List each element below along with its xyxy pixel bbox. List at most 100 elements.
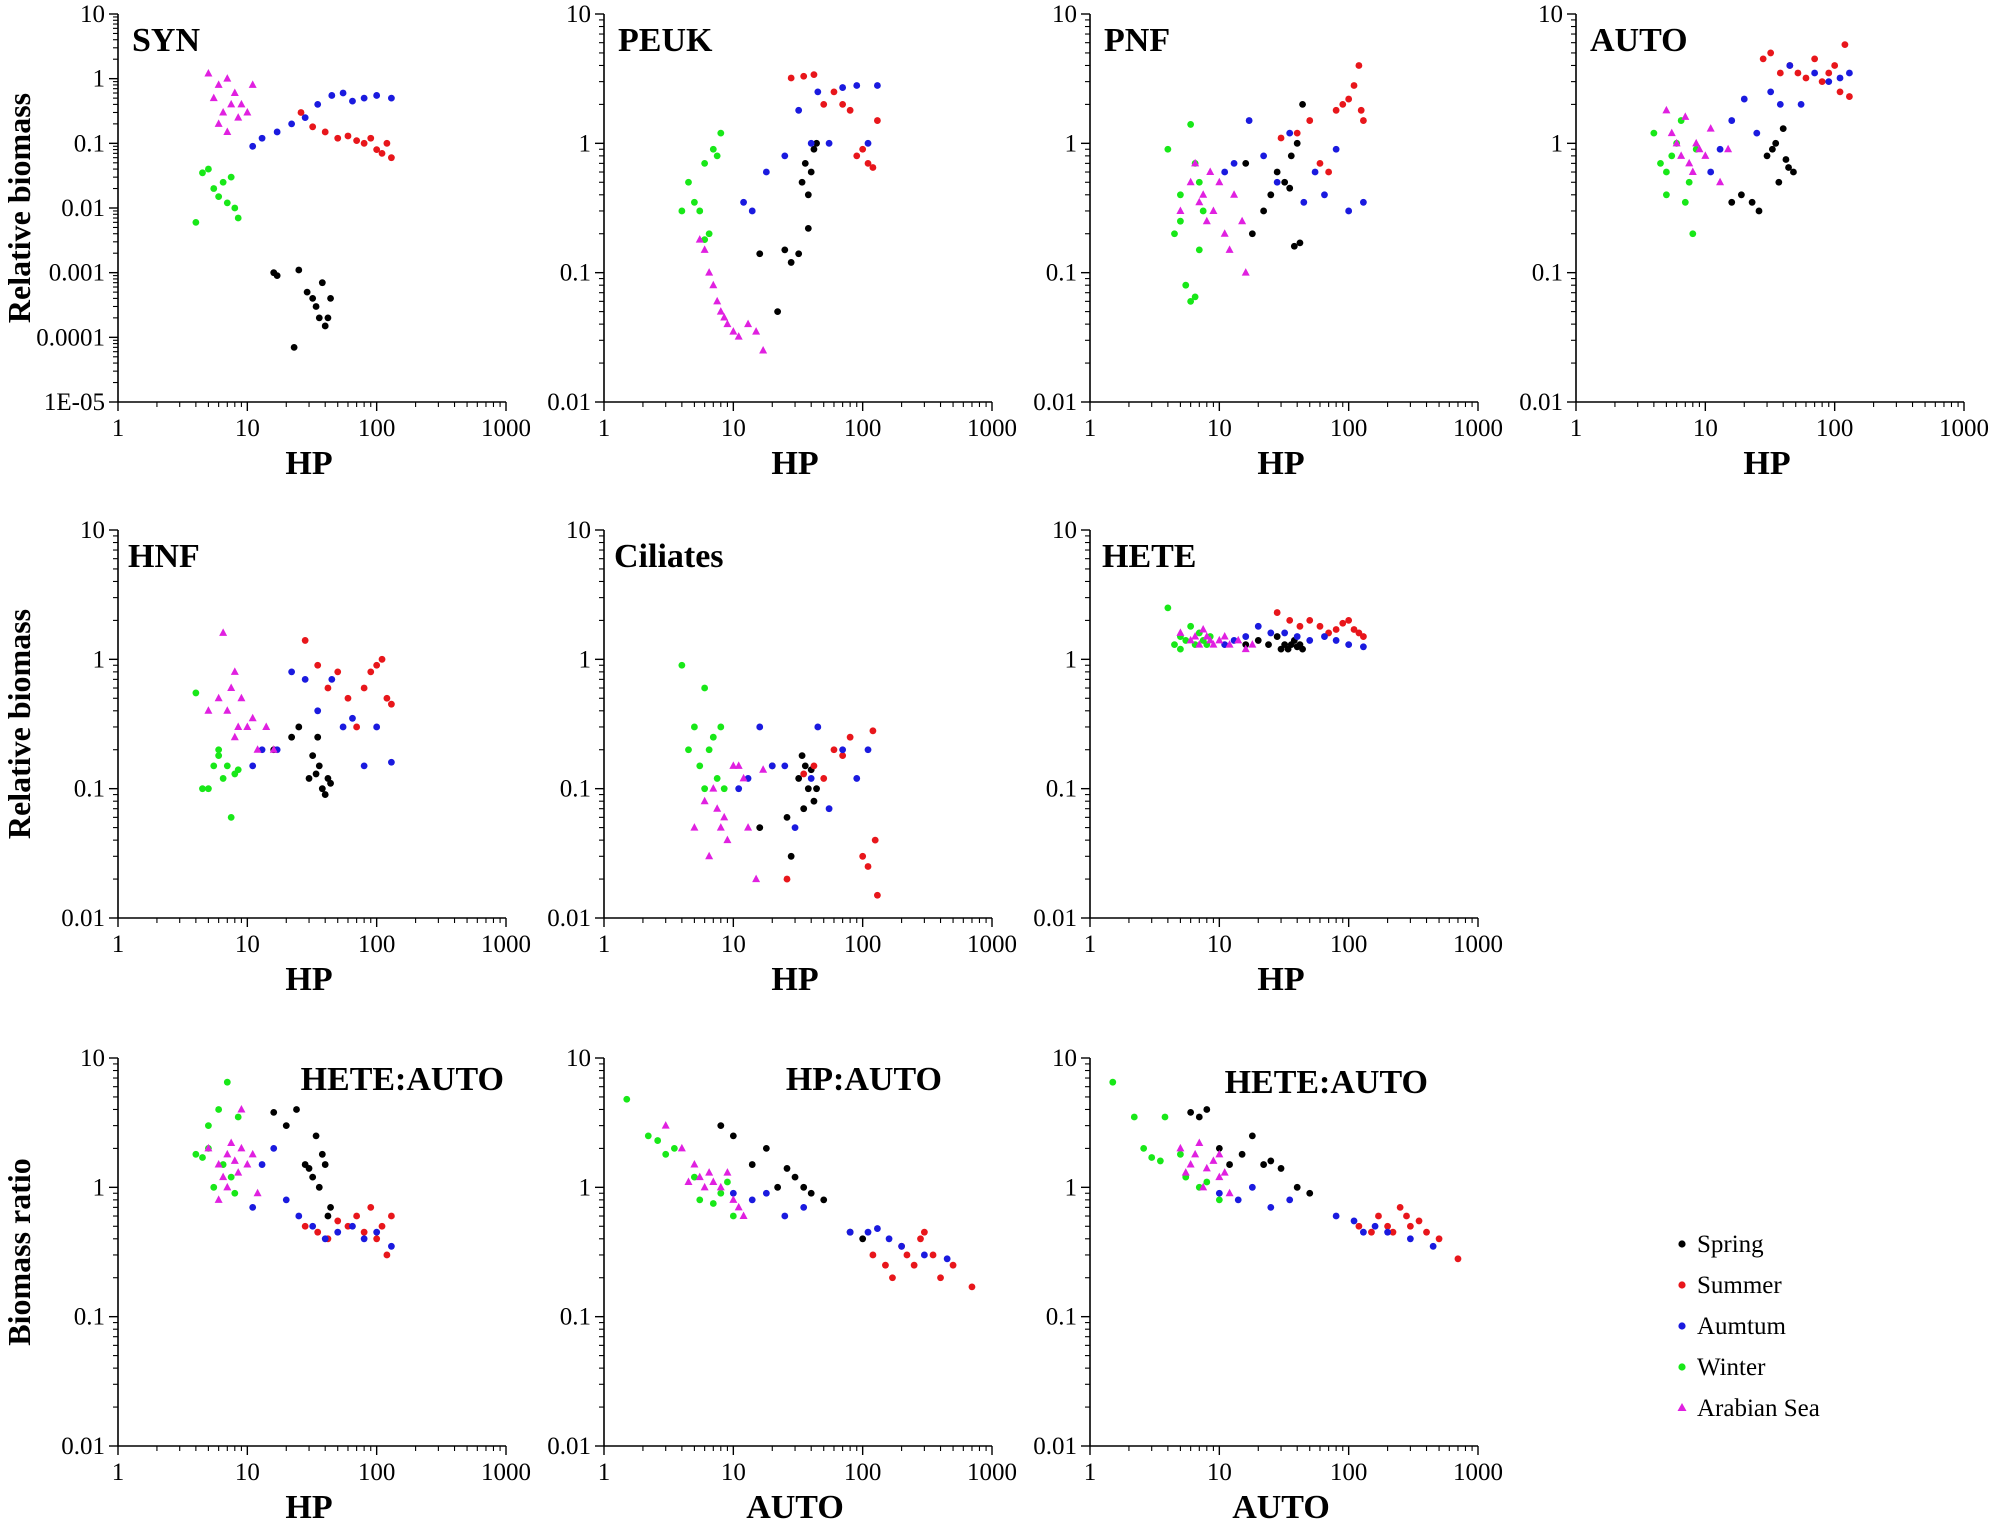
x-tick-label: 1	[112, 1459, 125, 1486]
data-point	[869, 727, 877, 735]
data-point	[1286, 617, 1294, 624]
data-point	[223, 1182, 232, 1191]
data-point	[705, 746, 713, 754]
data-point	[1688, 167, 1697, 176]
y-axis-label: Relative biomass	[1, 93, 37, 323]
data-point	[303, 288, 311, 296]
data-point	[1241, 644, 1250, 653]
data-point	[713, 775, 721, 782]
y-tick-label: 1	[93, 66, 106, 93]
data-point	[204, 1143, 213, 1152]
data-point	[234, 1113, 242, 1121]
data-point	[1225, 245, 1234, 253]
y-tick-label: 0.1	[1046, 1304, 1077, 1331]
data-point	[1825, 69, 1833, 77]
data-point	[219, 628, 228, 636]
panel-2-peuk: 1 10 100 1000 0.01 0.1 1 10 PEUK HP	[547, 1, 1017, 482]
data-point	[312, 1132, 320, 1140]
data-point	[237, 1143, 246, 1152]
data-point	[885, 1235, 893, 1243]
data-point	[853, 775, 861, 782]
data-point	[1203, 1178, 1211, 1186]
data-point	[859, 852, 867, 860]
data-point	[1202, 632, 1211, 640]
data-point	[917, 1235, 924, 1243]
series-spring	[756, 139, 820, 315]
x-axis-label: AUTO	[746, 1489, 844, 1521]
panel-title: HNF	[128, 538, 200, 575]
data-point	[795, 775, 803, 782]
data-point	[759, 765, 768, 773]
series-aumtum	[249, 1145, 395, 1250]
data-point	[748, 207, 756, 215]
y-axis-label: Biomass ratio	[1, 1158, 37, 1346]
data-point	[327, 1203, 334, 1211]
data-point	[695, 235, 704, 243]
data-point	[1220, 1168, 1229, 1176]
data-point	[1164, 604, 1172, 612]
series-summer	[1277, 62, 1367, 176]
y-tick-label: 0.0001	[36, 324, 105, 351]
data-point	[864, 159, 872, 167]
data-point	[1277, 1165, 1285, 1172]
data-point	[1360, 198, 1367, 206]
x-tick-label: 1000	[967, 1459, 1017, 1486]
data-point	[248, 80, 257, 88]
data-point	[717, 129, 725, 137]
data-point	[1776, 69, 1784, 77]
data-point	[1685, 158, 1694, 167]
data-point	[1321, 633, 1328, 640]
y-tick-label: 0.01	[1033, 905, 1077, 932]
legend-marker	[1678, 1281, 1686, 1289]
data-point	[349, 714, 356, 722]
data-point	[1345, 207, 1353, 215]
data-point	[1293, 139, 1301, 147]
series-aumtum	[1221, 117, 1367, 215]
data-point	[903, 1251, 911, 1259]
data-point	[192, 689, 200, 697]
series-arabian-sea	[1662, 105, 1733, 186]
data-point	[1350, 82, 1358, 89]
data-point	[791, 824, 799, 831]
data-point	[709, 784, 718, 792]
data-point	[709, 1177, 718, 1185]
data-point	[223, 199, 231, 207]
data-point	[249, 762, 257, 770]
y-tick-label: 0.1	[74, 776, 105, 803]
data-point	[1685, 178, 1693, 186]
x-axis-label: HP	[285, 961, 332, 998]
data-point	[1332, 145, 1340, 153]
data-point	[1286, 184, 1294, 192]
data-point	[701, 785, 709, 793]
data-point	[1384, 1228, 1391, 1236]
data-point	[1753, 129, 1761, 137]
panel-title: HP:AUTO	[786, 1061, 942, 1098]
panel-title: PEUK	[618, 22, 713, 59]
series-aumtum	[1215, 1183, 1437, 1250]
legend-marker	[1678, 1363, 1686, 1371]
data-point	[223, 762, 231, 770]
data-point	[1345, 617, 1353, 624]
series-arabian-sea	[204, 1104, 262, 1203]
data-point	[756, 723, 764, 731]
data-point	[716, 1182, 725, 1191]
data-point	[1306, 637, 1314, 644]
y-tick-label: 1	[93, 1174, 106, 1201]
series-winter	[192, 689, 242, 821]
data-point	[1209, 206, 1218, 214]
data-point	[783, 875, 791, 883]
series-winter	[678, 661, 728, 793]
x-axis-label: HP	[1257, 961, 1304, 998]
y-tick-label: 0.001	[49, 260, 105, 287]
data-point	[700, 245, 709, 253]
data-point	[1740, 95, 1748, 103]
data-point	[1293, 129, 1301, 137]
data-point	[339, 723, 347, 731]
x-tick-label: 10	[721, 415, 746, 442]
data-point	[344, 694, 352, 702]
data-point	[301, 675, 309, 683]
data-point	[874, 1225, 881, 1232]
data-point	[748, 1196, 756, 1204]
data-point	[243, 722, 252, 730]
data-point	[874, 117, 881, 124]
